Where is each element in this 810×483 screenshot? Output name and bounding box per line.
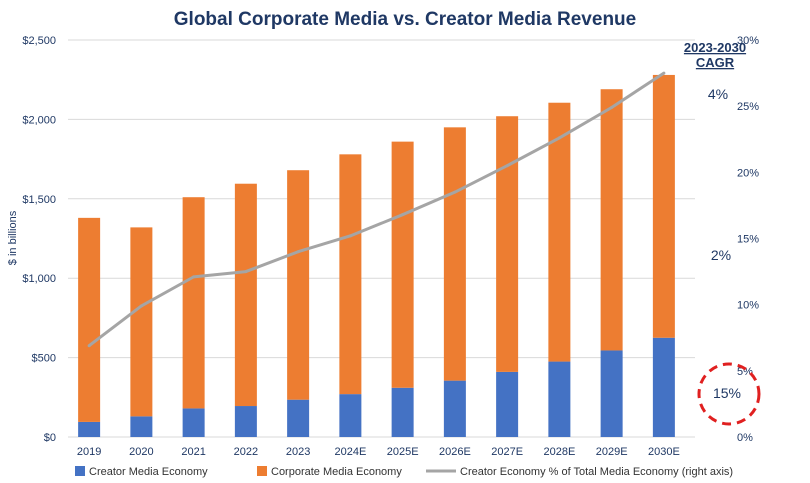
y2-tick-label: 20% (737, 167, 759, 179)
bar-creator-media (600, 350, 623, 437)
line-point (192, 275, 196, 279)
line-point (453, 190, 457, 194)
x-tick-label: 2030E (648, 446, 680, 458)
line-point (610, 105, 614, 109)
cagr-heading-line2: CAGR (696, 55, 735, 70)
bar-corporate-media (182, 197, 205, 409)
x-tick-label: 2029E (596, 446, 628, 458)
y-tick-label: $1,000 (22, 273, 56, 285)
legend-label-share: Creator Economy % of Total Media Economy… (460, 466, 733, 478)
bar-creator-media (130, 416, 153, 437)
bar-corporate-media (339, 154, 362, 395)
bar-creator-media (339, 394, 362, 437)
line-point (401, 213, 405, 217)
bar-corporate-media (130, 227, 153, 417)
bar-corporate-media (652, 74, 675, 338)
x-tick-label: 2021 (181, 446, 205, 458)
bar-creator-media (391, 387, 414, 437)
y-tick-label: $2,000 (22, 114, 56, 126)
y-tick-label: $2,500 (22, 35, 56, 47)
y2-tick-label: 10% (737, 300, 759, 312)
x-tick-label: 2025E (387, 446, 419, 458)
line-creator-share (88, 71, 665, 347)
x-tick-label: 2028E (543, 446, 575, 458)
bar-creator-media (234, 406, 257, 437)
cagr-creator-value: 15% (713, 385, 741, 401)
bar-creator-media (287, 399, 310, 437)
line-point (244, 270, 248, 274)
line-point (139, 304, 143, 308)
x-axis: 2019 2020 2021 2022 2023 2024E 2025E 2026E 2027E… (77, 446, 680, 458)
bar-corporate-media (600, 89, 623, 351)
line-point (557, 136, 561, 140)
y2-tick-label: 30% (737, 35, 759, 47)
chart-title: Global Corporate Media vs. Creator Media… (174, 9, 636, 30)
y2-tick-label: 15% (737, 234, 759, 246)
x-tick-label: 2024E (334, 446, 366, 458)
y-axis-left: $0 $500 $1,000 $1,500 $2,000 $2,500 (22, 35, 56, 444)
y-tick-label: $0 (44, 432, 56, 444)
bar-corporate-media (78, 217, 101, 422)
y-tick-label: $1,500 (22, 194, 56, 206)
bar-creator-media (182, 408, 205, 437)
line-point (662, 71, 666, 75)
y-axis-title: $ in billions (7, 210, 19, 265)
bar-creator-media (548, 361, 571, 437)
line-point (296, 250, 300, 254)
grid-layer (68, 39, 695, 438)
x-tick-label: 2026E (439, 446, 471, 458)
bars-layer (78, 74, 675, 437)
legend-swatch-creator (75, 466, 85, 476)
bar-corporate-media (391, 141, 414, 388)
cagr-highlight-circle (697, 362, 761, 426)
line-point (505, 164, 509, 168)
bar-creator-media (496, 371, 519, 437)
x-tick-label: 2023 (286, 446, 310, 458)
bar-creator-media (652, 337, 675, 437)
y2-tick-label: 0% (737, 432, 753, 444)
y2-tick-label: 5% (737, 366, 753, 378)
legend-label-creator: Creator Media Economy (89, 466, 208, 478)
y2-tick-label: 25% (737, 101, 759, 113)
bar-corporate-media (548, 102, 571, 362)
bar-corporate-media (496, 116, 519, 372)
line-layer (87, 71, 666, 348)
bar-creator-media (78, 421, 101, 437)
bar-creator-media (443, 380, 466, 437)
legend-label-corporate: Corporate Media Economy (271, 466, 402, 478)
cagr-total-value: 2% (711, 247, 731, 263)
y-axis-right: 0% 5% 10% 15% 20% 25% 30% (737, 35, 759, 444)
line-point (348, 234, 352, 238)
line-point (87, 344, 91, 348)
cagr-corporate-value: 4% (708, 86, 728, 102)
bar-corporate-media (443, 127, 466, 381)
x-tick-label: 2027E (491, 446, 523, 458)
cagr-heading-line1: 2023-2030 (684, 40, 746, 55)
bar-corporate-media (234, 183, 257, 407)
bar-corporate-media (287, 170, 310, 400)
legend-swatch-corporate (257, 466, 267, 476)
x-tick-label: 2022 (234, 446, 258, 458)
x-tick-label: 2019 (77, 446, 101, 458)
legend: Creator Media Economy Corporate Media Eco… (75, 466, 733, 478)
y-tick-label: $500 (32, 353, 56, 365)
x-tick-label: 2020 (129, 446, 153, 458)
